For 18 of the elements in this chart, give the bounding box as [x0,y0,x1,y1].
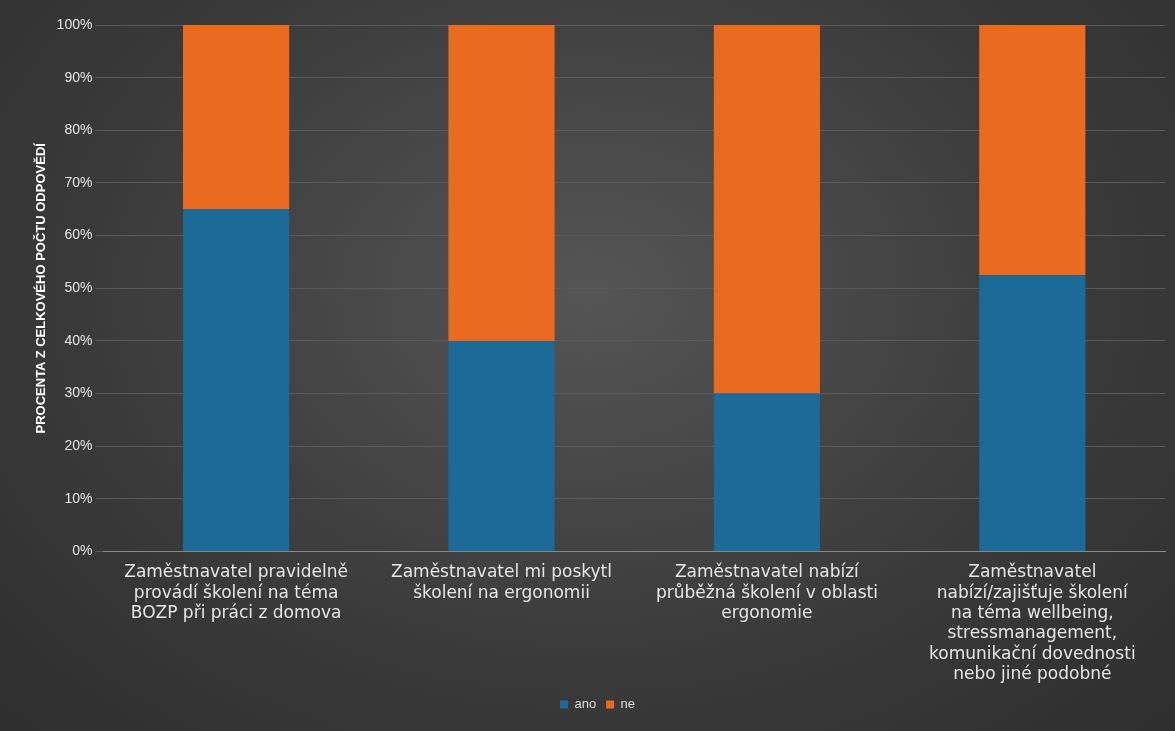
y-tick-label: 40% [64,331,93,348]
y-tick-label: 10% [64,489,93,506]
y-tick-label: 50% [64,279,93,296]
x-tick-label: Zaměstnavatel nabízí průběžná školení v oblasti ergonomie [655,561,878,623]
y-tick-label: 30% [64,384,93,401]
x-tick-label: Zaměstnavatel mi poskytl školení na ergonomii [391,561,612,602]
y-tick-label: 100% [56,15,93,32]
legend-label: ano [574,696,597,712]
x-tick-label: Zaměstnavatel nabízí/zajišťuje školení na téma wellbeing, stressmanagement, komunikační dovednosti nebo jiné podobné [929,561,1136,684]
y-axis-title: PROCENTA Z CELKOVÉHO POČTU ODPOVĚDÍ [33,142,49,434]
y-tick-label: 20% [64,437,93,454]
y-tick-label: 90% [64,68,93,85]
y-tick-label: 80% [64,121,93,138]
y-tick-label: 0% [72,542,93,559]
y-tick-label: 60% [64,226,93,243]
legend-label: ne [620,696,636,712]
x-tick-label: Zaměstnavatel pravidelně provádí školení na téma BOZP při práci z domova [124,561,348,623]
y-tick-label: 70% [64,173,93,190]
